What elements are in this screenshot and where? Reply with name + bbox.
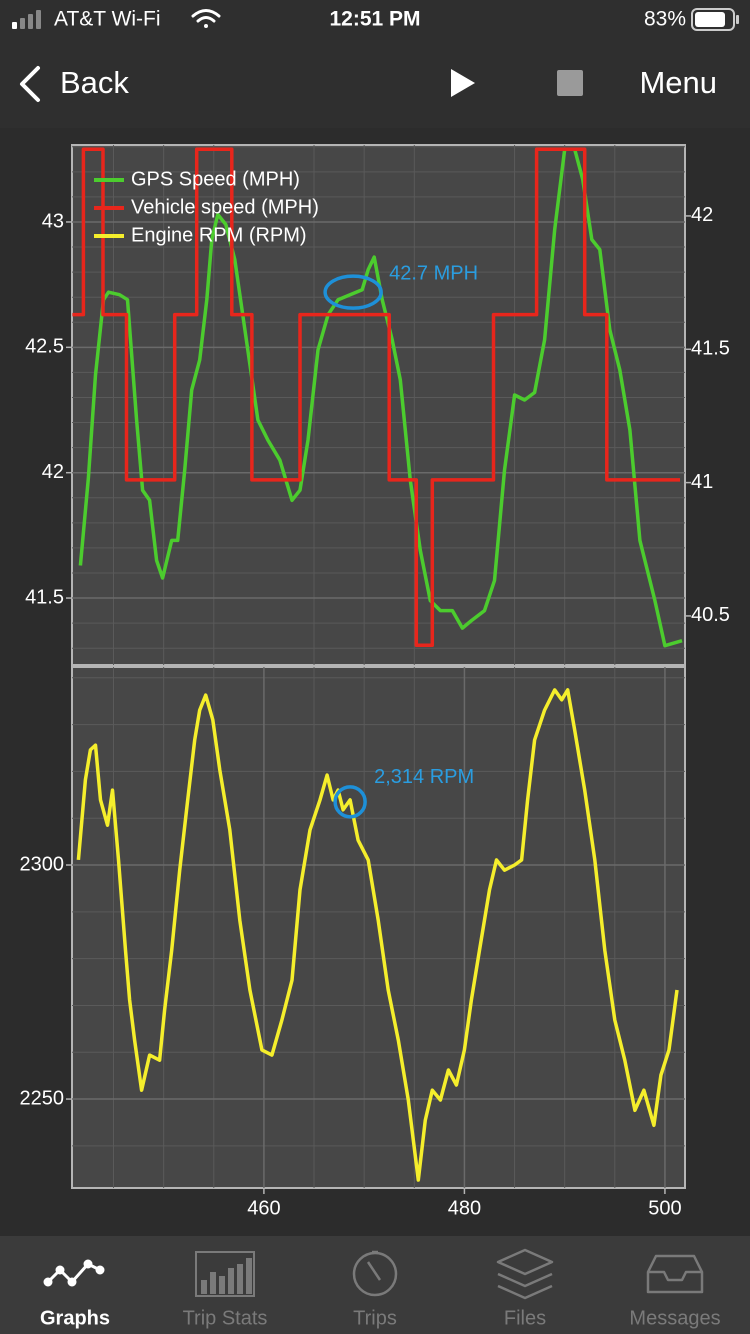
- tab-labels: Graphs Trip Stats Trips Files Messages: [40, 1307, 721, 1329]
- menu-button[interactable]: Menu: [639, 65, 717, 100]
- annotation-label: 42.7 MPH: [389, 262, 478, 284]
- legend-label: Engine RPM (RPM): [131, 224, 307, 246]
- status-bar: [0, 0, 750, 40]
- tab-label[interactable]: Trips: [353, 1307, 397, 1329]
- annotation-label: 2,314 RPM: [374, 766, 474, 788]
- signal-icon: [12, 10, 41, 29]
- annotation-marker: [323, 274, 383, 310]
- tab-label[interactable]: Files: [504, 1307, 546, 1329]
- tab-label[interactable]: Trip Stats: [183, 1307, 268, 1329]
- y2-tick-label: 42: [691, 204, 713, 226]
- y2-tick-label: 40.5: [691, 604, 730, 626]
- messages-icon[interactable]: [646, 1254, 704, 1294]
- y-tick-label: 42: [42, 461, 64, 483]
- x-tick-label: 460: [247, 1197, 280, 1219]
- legend-label: Vehicle speed (MPH): [131, 196, 319, 218]
- y-tick-label: 42.5: [25, 336, 64, 358]
- y-tick-label: 41.5: [25, 586, 64, 608]
- play-button[interactable]: [451, 69, 475, 97]
- legend-label: GPS Speed (MPH): [131, 168, 300, 190]
- battery-icon: [691, 8, 739, 31]
- wifi-icon: [191, 9, 221, 28]
- series-line: [72, 147, 680, 648]
- trip-stats-icon[interactable]: [195, 1251, 255, 1297]
- clock: 12:51 PM: [329, 8, 420, 31]
- battery-level: 83%: [644, 8, 686, 31]
- stop-button[interactable]: [557, 70, 583, 96]
- tab-label[interactable]: Graphs: [40, 1307, 110, 1329]
- nav-bar: [0, 40, 750, 128]
- plots: 41.5 42 42.5 43 40.5 41 41.5 42 42.7 MPH 2250 2300…: [20, 145, 730, 1219]
- x-tick-label: 500: [648, 1197, 681, 1219]
- graphs-icon[interactable]: [43, 1259, 105, 1287]
- y2-tick-label: 41.5: [691, 338, 730, 360]
- trips-icon[interactable]: [352, 1250, 398, 1297]
- x-tick-label: 480: [448, 1197, 481, 1219]
- files-icon[interactable]: [496, 1248, 554, 1300]
- annotation-marker: [333, 785, 367, 819]
- y-tick-label: 2300: [20, 853, 65, 875]
- y-tick-label: 43: [42, 210, 64, 232]
- y-tick-label: 2250: [20, 1087, 65, 1109]
- back-chevron[interactable]: [20, 66, 40, 102]
- back-button[interactable]: Back: [60, 65, 129, 100]
- y2-tick-label: 41: [691, 471, 713, 493]
- series-line: [76, 688, 679, 1182]
- tab-label[interactable]: Messages: [629, 1307, 720, 1329]
- carrier: AT&T Wi-Fi: [54, 8, 161, 31]
